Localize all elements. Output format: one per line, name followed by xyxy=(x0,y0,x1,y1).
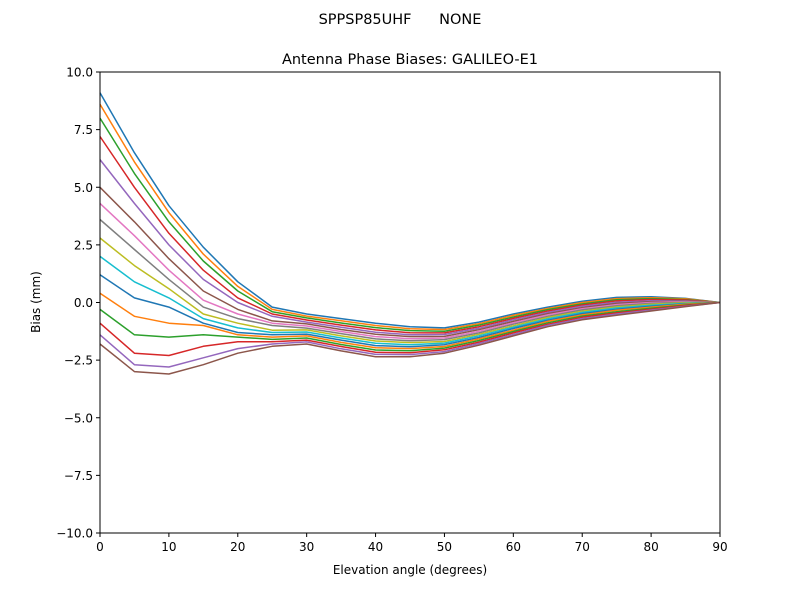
chart-title: Antenna Phase Biases: GALILEO-E1 xyxy=(282,52,538,68)
series-line-7 xyxy=(99,218,721,342)
y-tick-label: 2.5 xyxy=(74,238,93,252)
series-line-9 xyxy=(99,255,721,346)
series-line-13 xyxy=(99,301,721,357)
series-line-1 xyxy=(99,103,721,331)
series-line-10 xyxy=(99,274,721,348)
series-line-2 xyxy=(99,117,721,333)
y-tick-label: 7.5 xyxy=(74,123,93,137)
y-tick-label: −2.5 xyxy=(64,354,93,368)
series-line-0 xyxy=(99,92,721,329)
x-tick-label: 30 xyxy=(299,540,314,554)
x-tick-label: 50 xyxy=(437,540,452,554)
figure-suptitle: SPPSP85UHF NONE xyxy=(319,12,482,28)
x-tick-label: 40 xyxy=(368,540,383,554)
x-axis-label: Elevation angle (degrees) xyxy=(333,563,487,577)
y-axis-ticks: −10.0 −7.5 −5.0 −2.5 0.0 2.5 5.0 7.5 10.0 xyxy=(56,66,100,541)
series-line-5 xyxy=(99,186,721,338)
x-tick-label: 60 xyxy=(506,540,521,554)
y-tick-label: −10.0 xyxy=(56,527,93,541)
series-line-12 xyxy=(99,301,721,352)
x-tick-label: 20 xyxy=(230,540,245,554)
x-axis-ticks: 0 10 20 30 40 50 60 70 80 90 xyxy=(96,533,728,554)
x-tick-label: 10 xyxy=(161,540,176,554)
series-lines xyxy=(99,92,721,375)
x-tick-label: 70 xyxy=(575,540,590,554)
series-line-15 xyxy=(99,301,721,375)
x-tick-label: 90 xyxy=(712,540,727,554)
series-line-3 xyxy=(99,136,721,334)
series-line-14 xyxy=(99,301,721,368)
y-tick-label: −7.5 xyxy=(64,469,93,483)
x-tick-label: 0 xyxy=(96,540,104,554)
series-line-11 xyxy=(99,292,721,350)
y-tick-label: 10.0 xyxy=(66,66,93,80)
series-line-6 xyxy=(99,202,721,340)
y-tick-label: −5.0 xyxy=(64,411,93,425)
series-line-4 xyxy=(99,159,721,336)
x-tick-label: 80 xyxy=(643,540,658,554)
y-axis-label: Bias (mm) xyxy=(29,271,43,333)
series-line-8 xyxy=(99,237,721,344)
y-tick-label: 5.0 xyxy=(74,181,93,195)
y-tick-label: 0.0 xyxy=(74,296,93,310)
